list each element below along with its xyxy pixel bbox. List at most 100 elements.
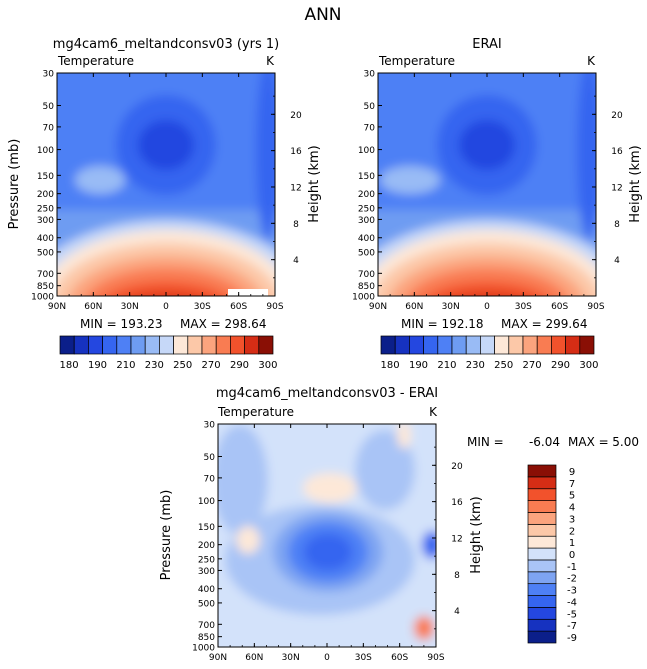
- colorbar-swatch: [244, 335, 260, 355]
- colorbar-swatch: [551, 335, 566, 355]
- height-tick-label: 8: [614, 220, 620, 230]
- colorbar-swatch: [258, 335, 274, 355]
- colorbar-swatch: [102, 335, 118, 355]
- y-tick-label: 250: [358, 204, 375, 214]
- colorbar-label: 5: [569, 491, 575, 502]
- panel-model: mg4cam6_meltandconsv03 (yrs 1) Temperatu…: [7, 37, 322, 371]
- y-tick-label: 700: [198, 621, 215, 631]
- y-tick-label: 50: [364, 102, 376, 112]
- page-title: ANN: [304, 5, 341, 25]
- y-tick-label: 100: [358, 146, 375, 156]
- panel-model-max: MAX = 298.64: [180, 317, 266, 331]
- colorbar-swatch: [187, 335, 203, 355]
- height-tick-label: 4: [614, 256, 620, 266]
- colorbar-label: 9: [569, 467, 575, 478]
- colorbar-swatch: [527, 500, 557, 513]
- panel-model-subtitle-left: Temperature: [57, 54, 134, 68]
- colorbar-swatch: [536, 335, 552, 355]
- panel-diff-ylabel-right: Height (km): [469, 496, 484, 573]
- panel-obs: ERAI Temperature K 90N 60N 30N 0 30S 60S 90S 30…: [352, 37, 643, 371]
- colorbar-label: -7: [567, 621, 577, 632]
- panel-obs-ylabel-right: Height (km): [628, 145, 643, 222]
- field-pole-warm: [414, 616, 434, 640]
- height-tick-label: 16: [611, 147, 623, 157]
- colorbar-label: 270: [523, 360, 542, 371]
- colorbar-label: 230: [145, 360, 164, 371]
- panel-diff-ylabel: Pressure (mb): [159, 490, 174, 581]
- colorbar-swatch: [527, 630, 557, 644]
- colorbar-swatch: [527, 464, 557, 478]
- x-tick-label: 90N: [209, 653, 227, 663]
- colorbar-swatch: [508, 335, 524, 355]
- field-top-warm: [397, 424, 411, 449]
- panel-model-colorbar: 180 190 210 230 250 270 290 300: [60, 335, 277, 371]
- panel-diff-subtitle-left: Temperature: [217, 405, 294, 419]
- colorbar-label: -1: [567, 562, 577, 573]
- x-tick-label: 30S: [194, 302, 211, 312]
- panel-diff-axes: 90N 60N 30N 0 30S 60S 90S 30 50 70 100 150 200 250 300…: [192, 421, 463, 664]
- colorbar-swatch: [201, 335, 217, 355]
- panel-diff-max: MAX =: [568, 435, 609, 449]
- field-pole-cold: [256, 73, 275, 240]
- colorbar-swatch: [522, 335, 538, 355]
- colorbar-label: 290: [551, 360, 570, 371]
- panel-diff-min: MIN =: [467, 435, 504, 449]
- field-level-290: [106, 282, 226, 296]
- colorbar-swatch: [527, 618, 557, 632]
- colorbar-swatch: [480, 335, 495, 355]
- y-tick-label: 300: [358, 216, 375, 226]
- colorbar-label: -5: [567, 609, 577, 620]
- x-tick-label: 30N: [121, 302, 139, 312]
- panel-model-ylabel: Pressure (mb): [7, 139, 22, 230]
- y-tick-label: 30: [204, 421, 216, 431]
- panel-diff-field: [218, 424, 436, 647]
- colorbar-label: -3: [567, 586, 577, 597]
- colorbar-label: 210: [437, 360, 456, 371]
- colorbar-swatch: [527, 595, 557, 608]
- panel-obs-title: ERAI: [472, 37, 501, 52]
- colorbar-swatch: [527, 607, 557, 620]
- panel-obs-field: [378, 73, 596, 296]
- y-tick-label: 70: [204, 474, 216, 484]
- panel-obs-axes: 90N 60N 30N 0 30S 60S 90S 30 50 70 100 150 200 250 300…: [352, 70, 623, 313]
- y-tick-label: 200: [198, 541, 215, 551]
- colorbar-label: 250: [173, 360, 192, 371]
- field-left-cold: [218, 425, 268, 535]
- colorbar-swatch: [527, 488, 557, 501]
- x-tick-label: 60N: [245, 653, 263, 663]
- y-tick-label: 300: [37, 216, 54, 226]
- height-tick-label: 12: [451, 534, 462, 544]
- colorbar-label: 2: [569, 526, 575, 537]
- colorbar-swatch: [527, 559, 557, 573]
- colorbar-swatch: [494, 335, 510, 355]
- y-tick-label: 700: [37, 270, 54, 280]
- x-tick-label: 0: [163, 302, 169, 312]
- colorbar-label: 300: [579, 360, 598, 371]
- colorbar-label: 290: [230, 360, 249, 371]
- height-tick-label: 8: [293, 220, 299, 230]
- colorbar-swatch: [88, 335, 103, 355]
- colorbar-swatch: [579, 335, 595, 355]
- colorbar-swatch: [116, 335, 132, 355]
- field-nh-warm-tongue: [380, 166, 440, 194]
- colorbar-swatch: [409, 335, 424, 355]
- height-tick-label: 12: [290, 183, 301, 193]
- field-tropopause-cold-core: [138, 120, 194, 170]
- y-tick-label: 700: [358, 270, 375, 280]
- y-tick-label: 30: [364, 70, 376, 80]
- height-tick-label: 4: [454, 607, 460, 617]
- x-tick-label: 0: [324, 653, 330, 663]
- colorbar-swatch: [527, 535, 557, 549]
- y-tick-label: 50: [43, 102, 55, 112]
- colorbar-swatch: [527, 476, 557, 490]
- panel-obs-subtitle-left: Temperature: [378, 54, 455, 68]
- panel-diff-min-value: -6.04: [529, 435, 560, 449]
- colorbar-label: 270: [202, 360, 221, 371]
- height-tick-label: 12: [611, 183, 622, 193]
- colorbar-swatch: [173, 335, 189, 355]
- x-tick-label: 30S: [515, 302, 532, 312]
- colorbar-label: -4: [567, 597, 577, 608]
- panel-obs-colorbar: 180 190 210 230 250 270 290 300: [381, 335, 598, 371]
- y-tick-label: 30: [43, 70, 55, 80]
